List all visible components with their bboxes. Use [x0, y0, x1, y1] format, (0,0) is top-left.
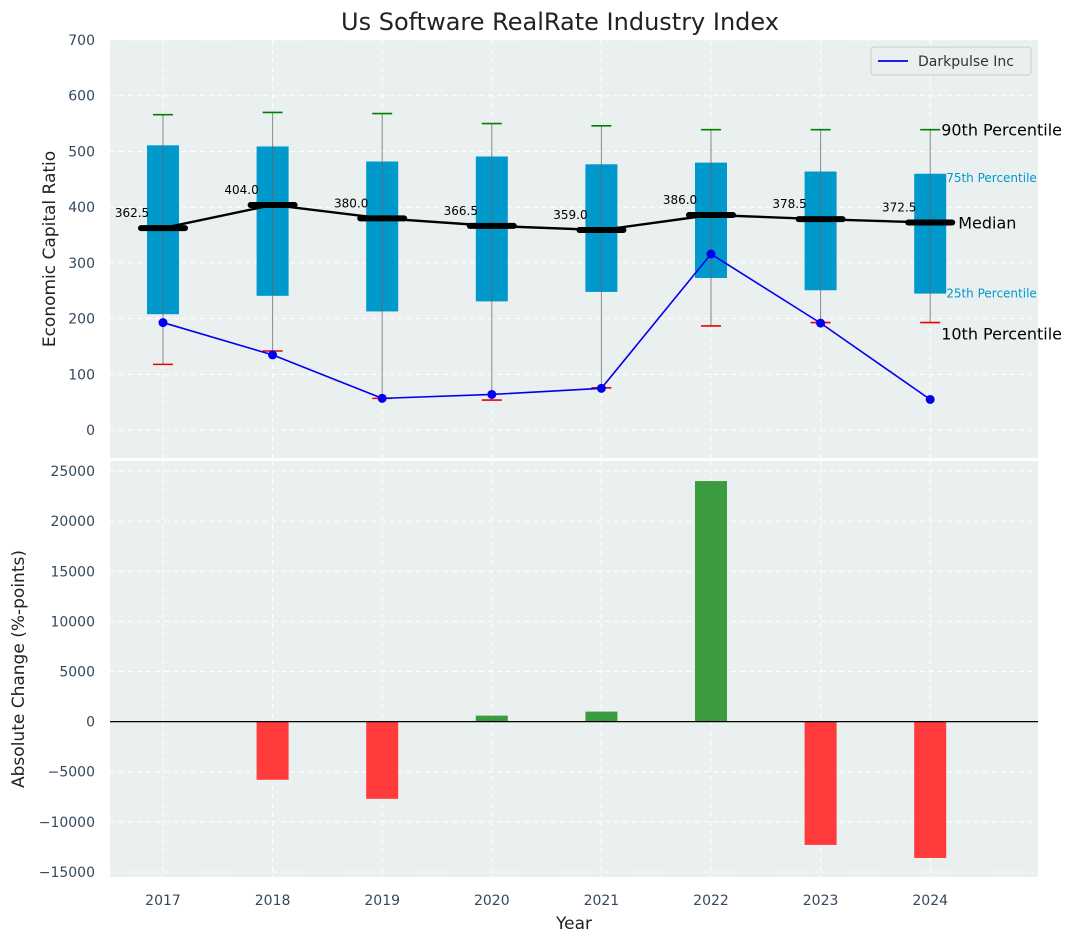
y-tick-label: 10000 — [50, 614, 95, 630]
median-value-label: 380.0 — [334, 196, 368, 210]
bottom-panel-background — [110, 461, 1038, 877]
change-bar — [914, 721, 947, 858]
median-value-label: 359.0 — [553, 208, 587, 222]
change-bar — [366, 721, 399, 799]
median-value-label: 372.5 — [882, 201, 916, 215]
y-tick-label: 300 — [68, 256, 95, 272]
y-tick-label: 500 — [68, 144, 95, 160]
legend-box — [870, 46, 1032, 76]
legend: Darkpulse Inc — [870, 46, 1032, 76]
x-tick-label: 2018 — [255, 893, 291, 909]
percentile-labels: 90th Percentile 75th Percentile Median 25th… — [941, 121, 1062, 344]
top-panel-background — [110, 40, 1038, 458]
company-series — [158, 249, 935, 404]
x-tick-label: 2023 — [803, 893, 839, 909]
y-tick-label: −5000 — [48, 765, 95, 781]
top-y-axis-title: Economic Capital Ratio — [40, 151, 60, 347]
y-tick-label: 15000 — [50, 564, 95, 580]
p10-label: 10th Percentile — [941, 325, 1062, 344]
x-axis-title: Year — [555, 914, 592, 934]
median-value-label: 404.0 — [224, 183, 258, 197]
bottom-y-axis-title: Absolute Change (%-points) — [9, 550, 29, 788]
change-bar — [695, 481, 727, 722]
x-tick-label: 2024 — [912, 893, 948, 909]
y-tick-label: 600 — [68, 89, 95, 105]
bottom-y-ticks: −15000 −10000 −5000 0 5000 10000 15000 20000 250… — [39, 464, 95, 881]
y-tick-label: 25000 — [50, 464, 95, 480]
p25-label: 25th Percentile — [946, 287, 1037, 301]
y-tick-label: −10000 — [39, 815, 95, 831]
y-tick-label: 400 — [68, 200, 95, 216]
change-bar — [804, 721, 837, 845]
x-tick-label: 2020 — [474, 893, 510, 909]
median-line: 362.5 404.0 380.0 366.5 359.0 386.0 378.5 372.5 — [115, 183, 956, 234]
change-bar — [256, 721, 289, 780]
chart-title: Us Software RealRate Industry Index — [341, 8, 779, 36]
y-tick-label: 0 — [86, 423, 95, 439]
median-value-label: 366.5 — [444, 204, 478, 218]
company-point — [596, 383, 606, 393]
y-tick-label: 100 — [68, 367, 95, 383]
x-tick-label: 2017 — [145, 893, 181, 909]
top-y-ticks: 0 100 200 300 400 500 600 700 — [68, 33, 95, 439]
x-ticks: 2017 2018 2019 2020 2021 2022 2023 2024 — [145, 893, 948, 909]
y-tick-label: 0 — [86, 715, 95, 731]
p90-label: 90th Percentile — [941, 121, 1062, 140]
x-tick-label: 2022 — [693, 893, 729, 909]
x-tick-label: 2019 — [364, 893, 400, 909]
legend-entry: Darkpulse Inc — [918, 54, 1014, 70]
y-tick-label: 20000 — [50, 514, 95, 530]
y-tick-label: −15000 — [39, 865, 95, 881]
median-value-label: 386.0 — [663, 193, 697, 207]
company-point — [706, 249, 716, 259]
y-tick-label: 700 — [68, 33, 95, 49]
x-tick-label: 2021 — [584, 893, 620, 909]
change-bar — [475, 715, 508, 722]
company-line — [162, 252, 931, 401]
median-value-label: 378.5 — [772, 197, 806, 211]
change-bars — [256, 481, 947, 858]
y-tick-label: 200 — [68, 312, 95, 328]
company-point — [268, 350, 278, 360]
change-bar — [585, 711, 618, 722]
company-point — [487, 389, 497, 399]
p75-label: 75th Percentile — [946, 171, 1037, 185]
median-value-label: 362.5 — [115, 206, 149, 220]
company-point — [158, 318, 168, 328]
company-point — [925, 394, 935, 404]
company-point — [816, 318, 826, 328]
company-point — [377, 393, 387, 403]
median-label: Median — [958, 214, 1016, 233]
y-tick-label: 5000 — [59, 665, 95, 681]
